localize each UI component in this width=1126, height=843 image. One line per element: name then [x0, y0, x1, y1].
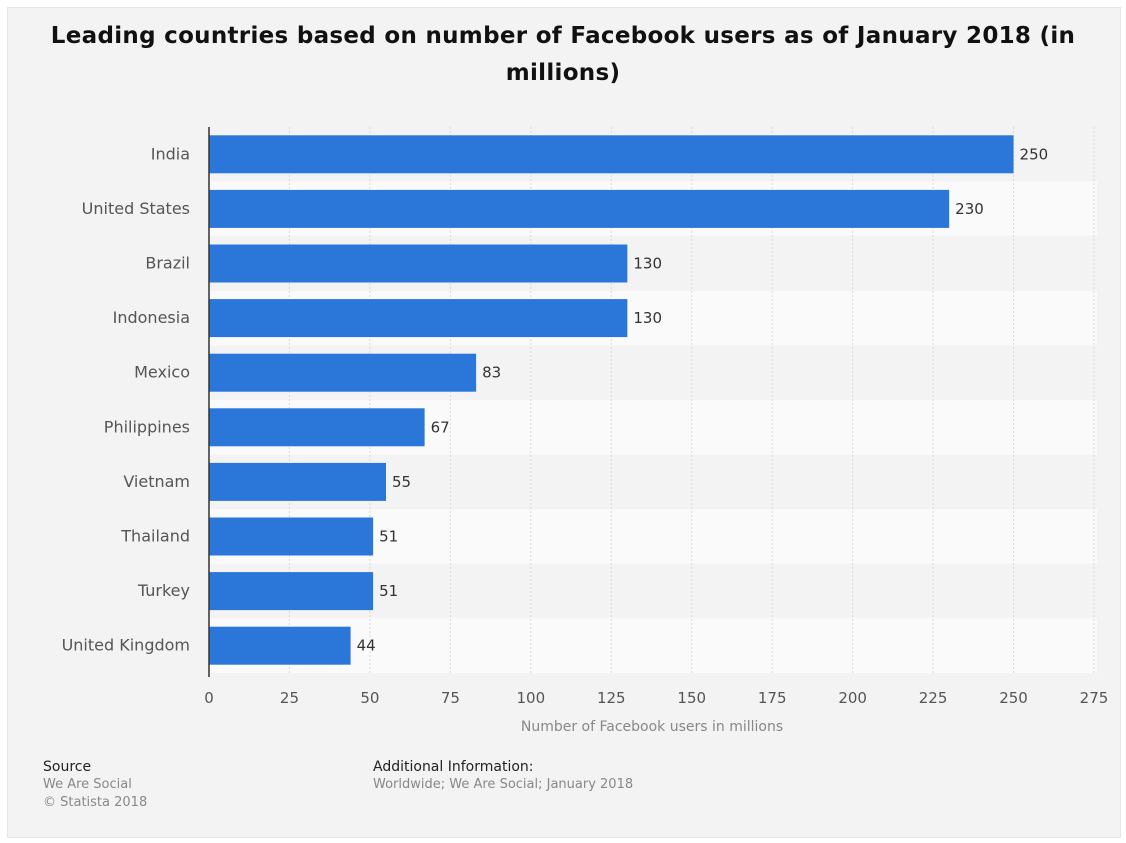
x-tick-label: 175 [758, 689, 787, 707]
x-tick-label: 200 [838, 689, 867, 707]
bar [209, 408, 425, 447]
bar [209, 517, 374, 556]
bar [209, 353, 477, 392]
copyright: © Statista 2018 [43, 795, 148, 810]
data-label: 51 [379, 528, 398, 546]
x-tick-label: 275 [1080, 689, 1109, 707]
source-heading: Source [43, 759, 92, 775]
x-tick-label: 100 [516, 689, 545, 707]
additional-info-heading: Additional Information: [373, 759, 534, 775]
bar [209, 462, 386, 501]
data-label: 44 [357, 637, 376, 655]
x-tick-label: 250 [999, 689, 1028, 707]
source-name: We Are Social [43, 777, 132, 792]
row-band [209, 618, 1097, 673]
x-tick-label: 50 [360, 689, 379, 707]
x-tick-label: 25 [280, 689, 299, 707]
data-label: 230 [955, 200, 984, 218]
category-label: United Kingdom [62, 636, 190, 655]
x-tick-label: 150 [677, 689, 706, 707]
x-tick-label: 125 [597, 689, 626, 707]
bar [209, 572, 374, 611]
category-label: Turkey [137, 581, 190, 600]
category-label: Vietnam [123, 472, 190, 491]
bar [209, 244, 628, 283]
x-tick-label: 75 [441, 689, 460, 707]
category-label: India [151, 144, 190, 163]
data-label: 55 [392, 473, 411, 491]
data-label: 130 [633, 255, 662, 273]
additional-info-text: Worldwide; We Are Social; January 2018 [373, 777, 634, 792]
x-tick-label: 0 [204, 689, 214, 707]
additional-info-block: Additional Information: Worldwide; We Ar… [373, 758, 633, 794]
source-block: Source We Are Social © Statista 2018 [43, 758, 147, 812]
bar [209, 189, 950, 228]
data-label: 51 [379, 582, 398, 600]
x-tick-label: 225 [919, 689, 948, 707]
chart-title: Leading countries based on number of Fac… [50, 23, 1076, 86]
category-label: United States [82, 199, 190, 218]
category-label: Indonesia [113, 308, 190, 327]
category-label: Philippines [104, 417, 190, 436]
x-axis-title: Number of Facebook users in millions [521, 719, 783, 735]
data-label: 130 [633, 309, 662, 327]
data-label: 67 [431, 418, 450, 436]
bar [209, 135, 1014, 174]
bar [209, 299, 628, 338]
category-label: Brazil [145, 254, 190, 273]
data-label: 83 [482, 364, 501, 382]
bar [209, 626, 351, 665]
category-label: Mexico [134, 363, 190, 382]
data-label: 250 [1020, 145, 1049, 163]
category-label: Thailand [120, 527, 190, 546]
